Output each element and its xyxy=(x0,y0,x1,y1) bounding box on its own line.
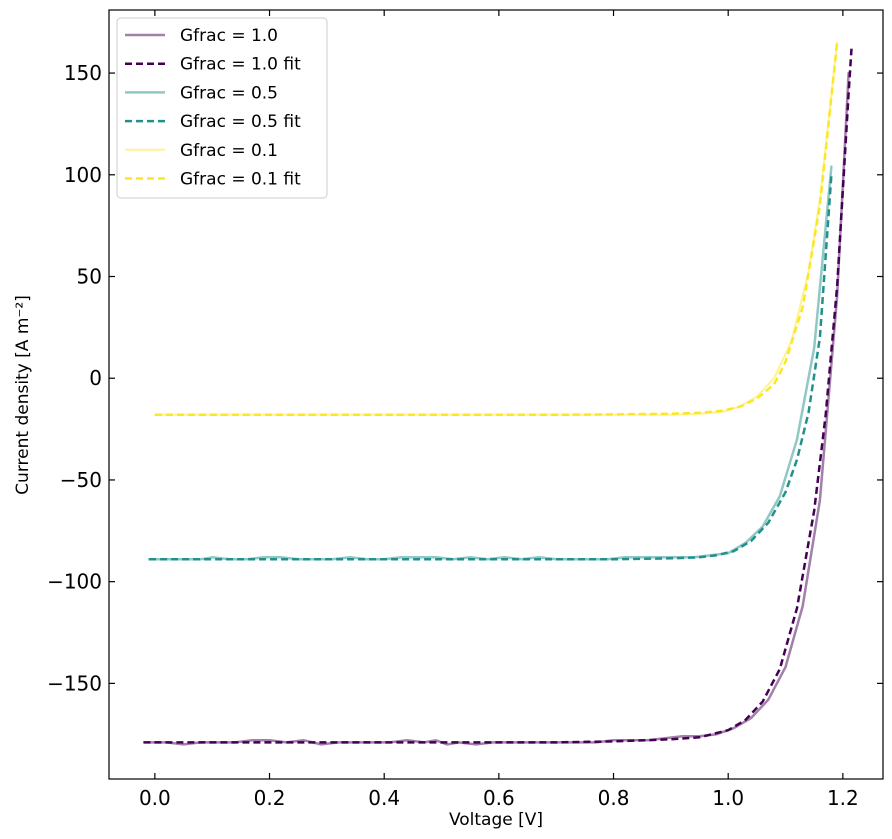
legend-entry: Gfrac = 0.5 fit xyxy=(180,112,301,132)
legend-box xyxy=(116,17,328,199)
legend-entry: Gfrac = 1.0 xyxy=(180,26,278,46)
axes-layer: 0.0 0.2 0.4 0.6 0.8 1.0 1.2 −150 −100 −50 0 50 100 15… xyxy=(47,9,884,810)
y-tick-label: −100 xyxy=(47,570,102,594)
y-tick-label: −150 xyxy=(47,671,102,695)
series-line-4 xyxy=(149,174,833,561)
x-tick-label: 0.6 xyxy=(483,786,515,810)
x-tick-label: 1.0 xyxy=(712,786,744,810)
y-tick-label: 50 xyxy=(77,265,102,289)
y-tick-label: 0 xyxy=(89,366,102,390)
legend: Gfrac = 1.0 Gfrac = 1.0 fit Gfrac = 0.5 Gfr… xyxy=(116,17,328,199)
x-tick-label: 0.8 xyxy=(598,786,630,810)
legend-entry: Gfrac = 1.0 fit xyxy=(180,55,301,75)
x-tick-label: 0.0 xyxy=(139,786,171,810)
x-tick-label: 0.2 xyxy=(254,786,286,810)
x-axis-label: Voltage [V] xyxy=(449,810,543,830)
y-axis-label: Current density [A m⁻²] xyxy=(13,295,33,495)
legend-entry: Gfrac = 0.1 xyxy=(180,141,278,161)
legend-entry: Gfrac = 0.5 xyxy=(180,83,278,103)
series-line-2 xyxy=(143,48,853,744)
x-tick-label: 1.2 xyxy=(827,786,859,810)
plot-frame xyxy=(108,9,884,780)
series-line-1 xyxy=(147,71,850,746)
y-tick-label: 100 xyxy=(64,163,102,187)
y-tick-label: 150 xyxy=(64,61,102,85)
legend-entry: Gfrac = 0.1 fit xyxy=(180,170,301,190)
x-tick-label: 0.4 xyxy=(368,786,400,810)
series-layer xyxy=(143,41,853,746)
series-line-6 xyxy=(154,42,839,417)
y-tick-label: −50 xyxy=(60,468,102,492)
